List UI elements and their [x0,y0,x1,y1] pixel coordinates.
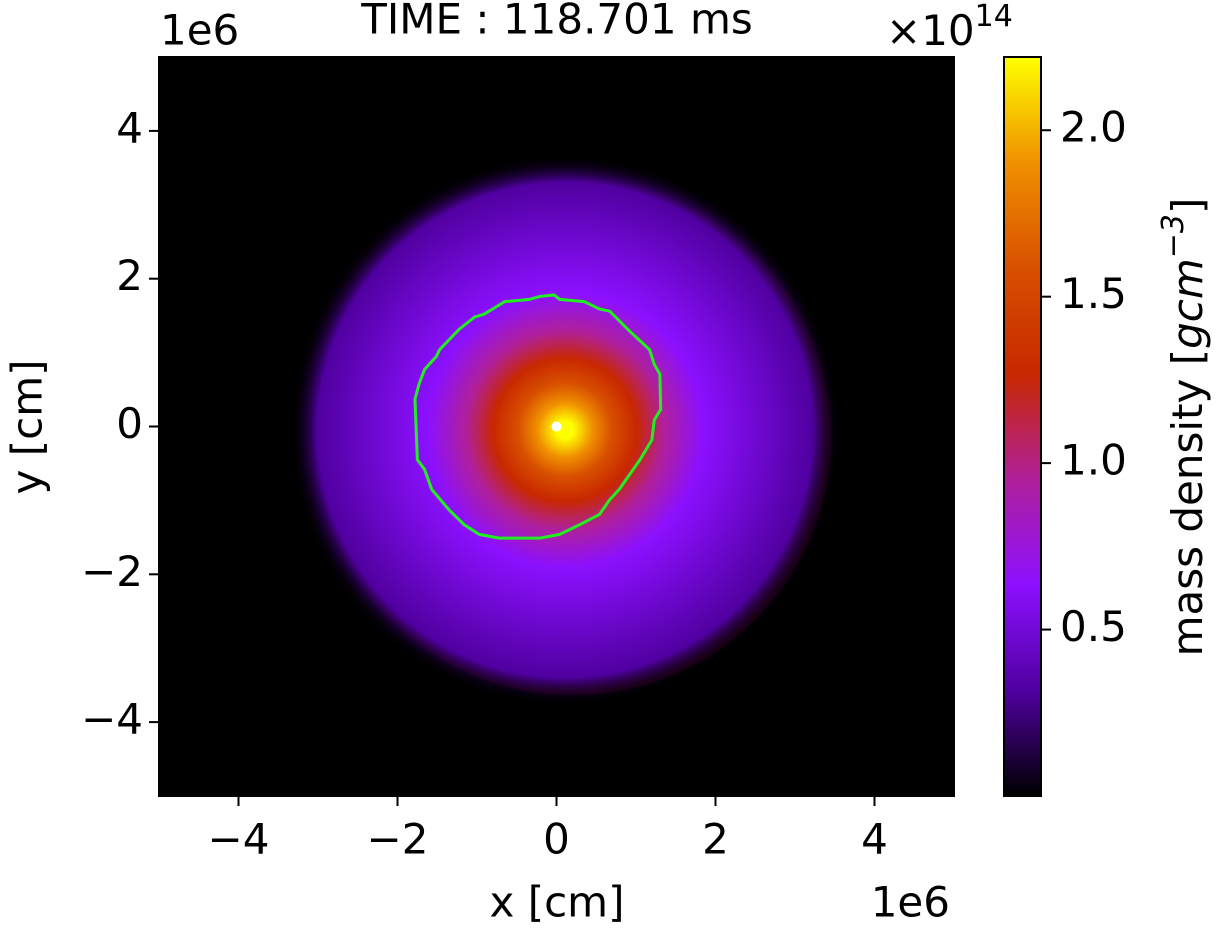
contour-line [413,293,663,540]
label-close: ] [1163,198,1212,214]
density-field [290,155,840,705]
x-tick-label: 4 [861,815,888,864]
x-offset: 1e6 [871,878,950,927]
y-tick-label: −2 [81,547,143,596]
colorbar-tick-label: 2.0 [1060,103,1127,152]
y-axis-label: y [cm] [3,360,52,495]
x-axis-label: x [cm] [490,878,625,927]
chart-title: TIME : 118.701 ms [360,0,753,44]
x-tick-label: −2 [367,815,429,864]
offset-exponent: 14 [975,0,1013,34]
label-exponent: −3 [1156,214,1191,258]
colorbar-tick-label: 1.5 [1060,269,1127,318]
colorbar [1003,56,1042,797]
colorbar-label: mass density [gcm−3] [1156,198,1212,657]
plot-area [159,57,954,796]
y-offset: 1e6 [160,6,239,55]
colorbar-tick-label: 0.5 [1060,602,1127,651]
x-tick-label: 0 [543,815,570,864]
label-text: mass density [ [1163,349,1212,657]
x-tick-label: −4 [208,815,270,864]
y-tick-label: 0 [116,399,143,448]
colorbar-tick-label: 1.0 [1060,436,1127,485]
label-unit: gcm [1163,258,1212,349]
y-tick-label: −4 [81,695,143,744]
offset-base: ×10 [886,6,975,55]
y-tick-label: 2 [116,251,143,300]
colorbar-offset: ×1014 [886,0,1013,55]
y-tick-label: 4 [116,103,143,152]
x-tick-label: 2 [702,815,729,864]
center-marker [551,421,562,432]
